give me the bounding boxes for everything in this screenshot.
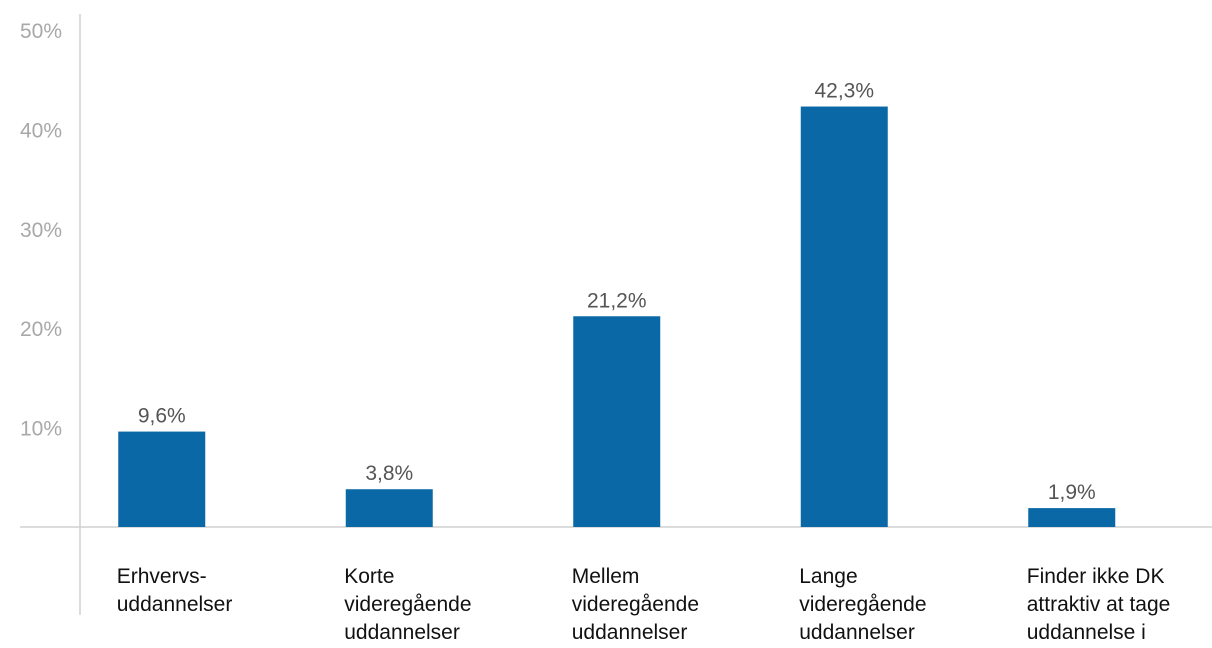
value-label: 9,6% (138, 405, 186, 428)
bar (800, 106, 888, 528)
x-tick-label-line: videregående (799, 593, 926, 616)
bar (573, 316, 661, 527)
value-label: 3,8% (365, 462, 413, 485)
x-tick-label-line: Erhvervs- (117, 565, 207, 588)
value-label: 21,2% (587, 289, 647, 312)
bar (345, 489, 433, 527)
x-tick-label-line: Lange (799, 565, 857, 588)
y-tick-label: 10% (20, 418, 62, 441)
x-tick-label-line: Korte (344, 565, 394, 588)
x-tick-label-line: Finder ikke DK (1027, 565, 1165, 588)
bar (118, 431, 206, 527)
x-tick-label: Mellem videregående uddannelser (572, 565, 699, 644)
value-label: 42,3% (814, 80, 874, 103)
value-label: 1,9% (1048, 481, 1096, 504)
y-tick-label: 40% (20, 119, 62, 142)
x-tick-label-line: Mellem (572, 565, 640, 588)
x-tick-label: Lange videregående uddannelser (799, 565, 926, 644)
x-tick-label-line: uddannelser (572, 621, 688, 644)
y-tick-label: 30% (20, 219, 62, 242)
x-tick-label: Korte videregående uddannelser (344, 565, 471, 644)
x-tick-label-line: attraktiv at tage (1027, 593, 1171, 616)
x-tick-label: Erhvervs-uddannelser (117, 565, 233, 616)
x-tick-label-line: videregående (344, 593, 471, 616)
y-tick-label: 20% (20, 318, 62, 341)
bar (1028, 508, 1116, 527)
x-tick-label-line: uddannelse i (1027, 621, 1146, 644)
x-tick-label-line: uddannelser (344, 621, 460, 644)
x-tick-label: Finder ikke DK attraktiv at tage uddannels… (1027, 565, 1171, 644)
x-tick-label-line: videregående (572, 593, 699, 616)
x-tick-label-line: uddannelser (799, 621, 915, 644)
y-tick-label: 50% (20, 20, 62, 43)
x-tick-label-line: uddannelser (117, 593, 233, 616)
